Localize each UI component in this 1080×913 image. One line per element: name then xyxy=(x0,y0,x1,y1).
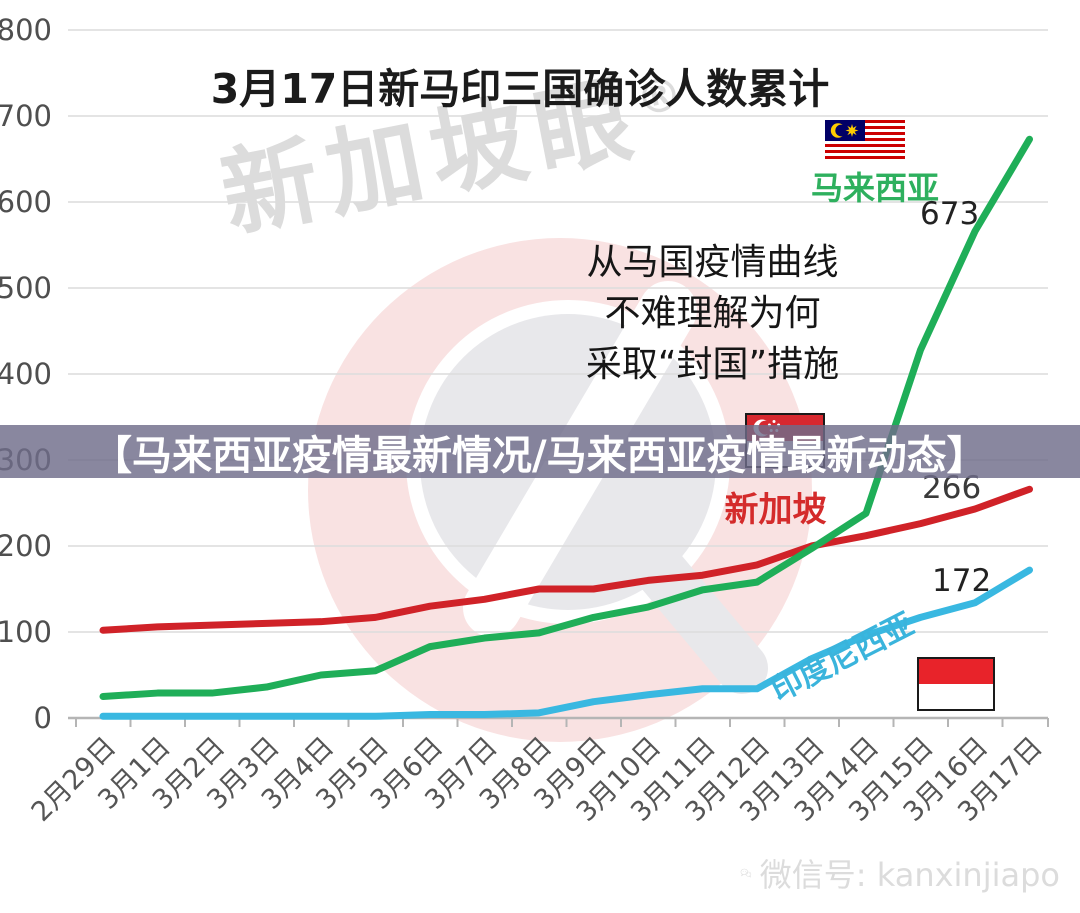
overlay-banner-text: 【马来西亚疫情最新情况/马来西亚疫情最新动态】 xyxy=(92,432,987,479)
value-label-malaysia: 673 xyxy=(920,196,980,232)
y-tick-label-0: 0 xyxy=(34,701,52,735)
wechat-id-label: 微信号: kanxinjiapo xyxy=(759,855,1060,894)
y-tick-label-500: 500 xyxy=(0,271,52,305)
malaysia-star xyxy=(845,124,859,137)
annotation-line-3: 采取“封国”措施 xyxy=(585,344,840,385)
overlay-banner: 【马来西亚疫情最新情况/马来西亚疫情最新动态】 xyxy=(0,425,1080,479)
series-label-malaysia: 马来西亚 xyxy=(810,169,939,207)
y-tick-label-700: 700 xyxy=(0,99,52,133)
y-tick-label-800: 800 xyxy=(0,13,52,47)
series-line-印度尼西亚 xyxy=(99,566,1033,720)
series-line-马来西亚 xyxy=(99,135,1033,700)
y-tick-label-600: 600 xyxy=(0,185,52,219)
series-line-新加坡 xyxy=(99,485,1033,634)
indonesia-flag-icon xyxy=(917,657,995,711)
indonesia-flag-red-half xyxy=(919,659,993,684)
malaysia-flag-icon xyxy=(825,120,905,162)
wechat-icon xyxy=(740,868,752,878)
value-label-indonesia: 172 xyxy=(932,563,992,599)
annotation-line-1: 从马国疫情曲线 xyxy=(586,242,839,283)
y-tick-label-200: 200 xyxy=(0,529,52,563)
y-tick-label-100: 100 xyxy=(0,615,52,649)
annotation-block: 从马国疫情曲线 不难理解为何 采取“封国”措施 xyxy=(540,237,885,390)
footer-watermark: 微信号: kanxinjiapo xyxy=(740,845,1060,900)
malaysia-crescent-cut xyxy=(835,124,848,137)
y-tick-label-400: 400 xyxy=(0,357,52,391)
annotation-line-2: 不难理解为何 xyxy=(604,293,821,334)
series-label-singapore: 新加坡 xyxy=(724,490,827,530)
chart-title: 3月17日新马印三国确诊人数累计 xyxy=(210,65,830,113)
